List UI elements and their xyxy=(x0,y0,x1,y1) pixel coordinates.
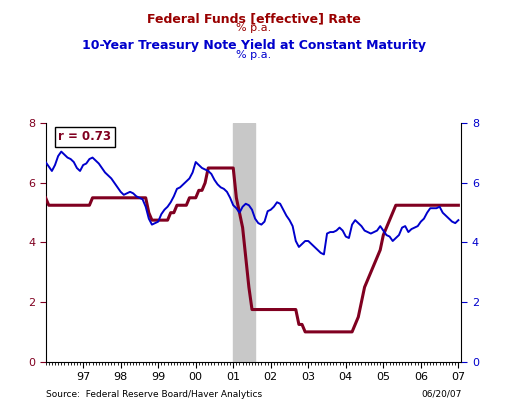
Text: 10-Year Treasury Note Yield at Constant Maturity: 10-Year Treasury Note Yield at Constant … xyxy=(82,39,425,52)
Bar xyxy=(233,123,255,362)
Text: r = 0.73: r = 0.73 xyxy=(58,130,111,143)
Text: % p.a.: % p.a. xyxy=(236,50,271,60)
Text: 06/20/07: 06/20/07 xyxy=(421,390,461,399)
Text: % p.a.: % p.a. xyxy=(236,23,271,32)
Text: Federal Funds [effective] Rate: Federal Funds [effective] Rate xyxy=(147,12,360,25)
Text: Source:  Federal Reserve Board/Haver Analytics: Source: Federal Reserve Board/Haver Anal… xyxy=(46,390,262,399)
